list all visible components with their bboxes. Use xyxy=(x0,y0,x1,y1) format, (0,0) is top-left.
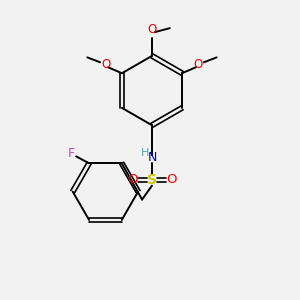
Text: F: F xyxy=(68,147,75,160)
Text: O: O xyxy=(147,23,157,36)
Text: O: O xyxy=(167,173,177,186)
Text: O: O xyxy=(193,58,203,71)
Text: S: S xyxy=(147,173,157,187)
Text: H: H xyxy=(141,148,149,158)
Text: N: N xyxy=(147,152,157,164)
Text: O: O xyxy=(101,58,111,71)
Text: O: O xyxy=(127,173,137,186)
